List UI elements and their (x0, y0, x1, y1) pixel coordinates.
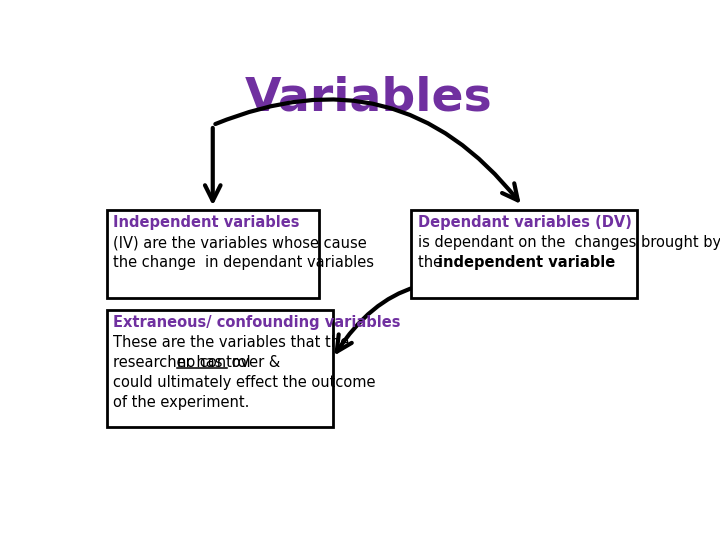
FancyBboxPatch shape (107, 210, 319, 298)
Text: independent variable: independent variable (438, 255, 615, 270)
FancyBboxPatch shape (411, 210, 637, 298)
Text: no control: no control (177, 355, 251, 370)
Text: (IV) are the variables whose cause: (IV) are the variables whose cause (114, 235, 367, 250)
Text: Variables: Variables (245, 76, 493, 120)
Text: researcher has: researcher has (114, 355, 228, 370)
Text: over &: over & (228, 355, 281, 370)
Text: the change  in dependant variables: the change in dependant variables (114, 255, 374, 270)
Text: Dependant variables (DV): Dependant variables (DV) (418, 215, 631, 231)
Text: These are the variables that the: These are the variables that the (114, 335, 350, 350)
Text: could ultimately effect the outcome: could ultimately effect the outcome (114, 375, 376, 390)
Text: Extraneous/ confounding variables: Extraneous/ confounding variables (114, 315, 401, 330)
Text: of the experiment.: of the experiment. (114, 395, 250, 410)
FancyBboxPatch shape (107, 310, 333, 427)
Text: is dependant on the  changes brought by: is dependant on the changes brought by (418, 235, 720, 250)
Text: the: the (418, 255, 451, 270)
Text: Independent variables: Independent variables (114, 215, 300, 231)
